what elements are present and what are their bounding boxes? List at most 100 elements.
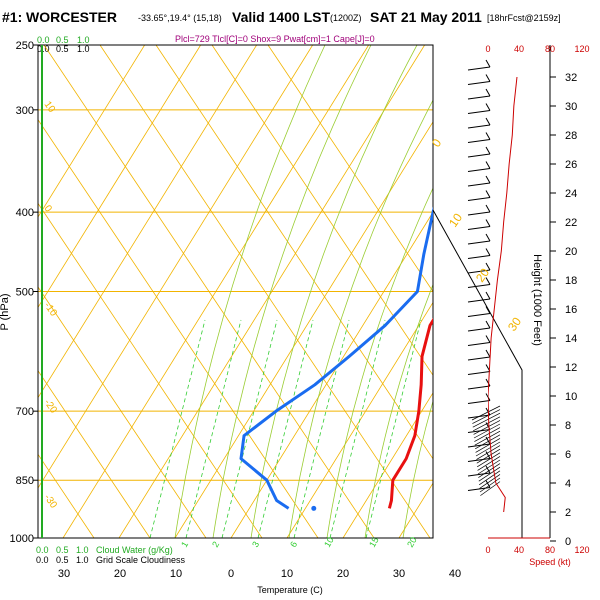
temperature-ticks: 30 20 10 0 10 20 30 40	[58, 568, 461, 580]
isotherm-line	[174, 121, 433, 538]
isotherm-line	[455, 45, 600, 538]
speed-bot-tick-2: 80	[545, 545, 555, 555]
wind-barbs	[467, 59, 501, 496]
height-tick-label: 22	[565, 217, 577, 229]
wind-barb-lowlevel	[471, 405, 501, 421]
mixing-ratio-label: 2	[210, 540, 221, 549]
wind-barb	[467, 146, 491, 158]
temperature-tick-label: 0	[228, 568, 234, 580]
moist-adiabat-line	[174, 45, 326, 538]
wind-barb	[467, 175, 491, 187]
wind-barb-shaft	[467, 110, 491, 114]
wind-barb-shaft	[467, 371, 491, 375]
height-tick-label: 16	[565, 304, 577, 316]
cw-bot-tick-0: 0.0	[36, 545, 49, 555]
cloud-water-label: Cloud Water (g/Kg)	[96, 545, 173, 555]
height-tick-label: 14	[565, 333, 577, 345]
isotherm-line	[118, 45, 425, 538]
wind-barb-flag	[485, 465, 491, 474]
wind-barb-shaft	[467, 443, 491, 448]
pressure-tick-label: 850	[16, 475, 34, 487]
cw-bot-black-0: 0.0	[36, 555, 49, 565]
wind-barb-shaft	[467, 81, 491, 85]
wind-barb-lowlevel	[475, 441, 501, 457]
moist-adiabat-line	[212, 45, 372, 538]
stability-indices: Plcl=729 Tlcl[C]=0 Shox=9 Pwat[cm]=1 Cap…	[175, 34, 375, 44]
wind-barb-shaft	[467, 226, 491, 230]
pressure-tick-label: 250	[16, 40, 34, 52]
wind-barb-shaft	[467, 487, 491, 491]
height-tick-label: 10	[565, 391, 577, 403]
cw-top-tick-0: 0.0	[37, 35, 50, 45]
height-axis-title: Height (1000 Feet)	[531, 254, 543, 346]
mixing-ratio-label: 10	[322, 535, 336, 549]
dry-adiabat-line	[155, 45, 433, 460]
wind-barb-flag	[485, 480, 491, 488]
dry-adiabat-line	[267, 45, 433, 293]
height-tick-label: 20	[565, 246, 577, 258]
wind-barb-shaft	[467, 284, 491, 288]
thermo-guide-lines	[38, 45, 600, 538]
dry-adiabat-line	[99, 45, 431, 538]
utc-time: (1200Z)	[330, 13, 362, 23]
wind-barb-lowlevel	[473, 416, 501, 432]
speed-profile	[488, 76, 518, 513]
pressure-tick-label: 300	[16, 105, 34, 117]
wind-barb-shaft	[467, 400, 491, 404]
forecast-run: [18hrFcst@2159z]	[487, 13, 561, 23]
dry-adiabat-label: 0	[42, 203, 54, 214]
wind-barb-shaft	[467, 153, 491, 158]
wind-barb-flag	[485, 277, 491, 285]
wind-barb	[467, 277, 491, 288]
wind-barb-flag	[485, 262, 491, 271]
temperature-tick-label: 10	[170, 568, 182, 580]
wind-barb-shaft	[467, 255, 491, 259]
theta-label: 10	[446, 210, 465, 229]
isotherm-line	[511, 45, 600, 538]
wind-barb	[467, 349, 491, 361]
cw-bot-tick-1: 0.5	[56, 545, 69, 555]
height-tick-label: 28	[565, 130, 577, 142]
wind-barb-flag	[485, 190, 491, 198]
wind-barb	[467, 88, 491, 100]
dry-adiabat-label: -20	[42, 397, 60, 416]
wind-barb-lowlevel	[473, 420, 501, 435]
moist-adiabat-line	[402, 399, 433, 538]
wind-barb	[467, 190, 491, 201]
wind-barb-lowlevel	[476, 445, 501, 460]
theta-label: 30	[505, 314, 524, 333]
wind-barb-lowlevel	[475, 434, 501, 450]
moist-adiabat-line	[288, 99, 433, 538]
height-tick-label: 2	[565, 507, 571, 519]
height-tick-label: 32	[565, 72, 577, 84]
isotherm-line	[342, 392, 433, 538]
dry-adiabat-line	[211, 45, 433, 376]
mixing-ratio-line	[293, 319, 350, 538]
wind-barb-flag	[485, 117, 491, 126]
wind-barb-shaft	[467, 168, 491, 172]
wind-barb	[467, 465, 491, 477]
wind-barb	[467, 219, 491, 230]
wind-barb-lowlevel	[472, 412, 501, 428]
wind-barb-shaft	[467, 385, 491, 390]
cw-top-black-0: 0.0	[37, 44, 50, 54]
wind-barb-flag	[485, 248, 491, 256]
wind-barb	[467, 117, 491, 129]
speed-top-tick-0: 0	[485, 44, 490, 54]
wind-barb-shaft	[467, 240, 491, 245]
wind-barb	[467, 320, 491, 332]
speed-bot-tick-3: 120	[574, 545, 589, 555]
sounding-profiles	[239, 206, 433, 511]
wind-barb	[467, 364, 491, 375]
mixing-ratio-label: 1	[179, 540, 190, 549]
cw-top-black-1: 0.5	[56, 44, 69, 54]
wind-barb-flag	[485, 291, 491, 300]
wind-barb	[467, 132, 491, 143]
speed-unit-label: Speed (kt)	[529, 557, 571, 567]
pressure-tick-label: 700	[16, 406, 34, 418]
pressure-tick-label: 400	[16, 207, 34, 219]
isotherm-line	[62, 45, 369, 538]
dry-adiabat-line	[38, 369, 151, 538]
wind-barb-shaft	[467, 269, 491, 274]
